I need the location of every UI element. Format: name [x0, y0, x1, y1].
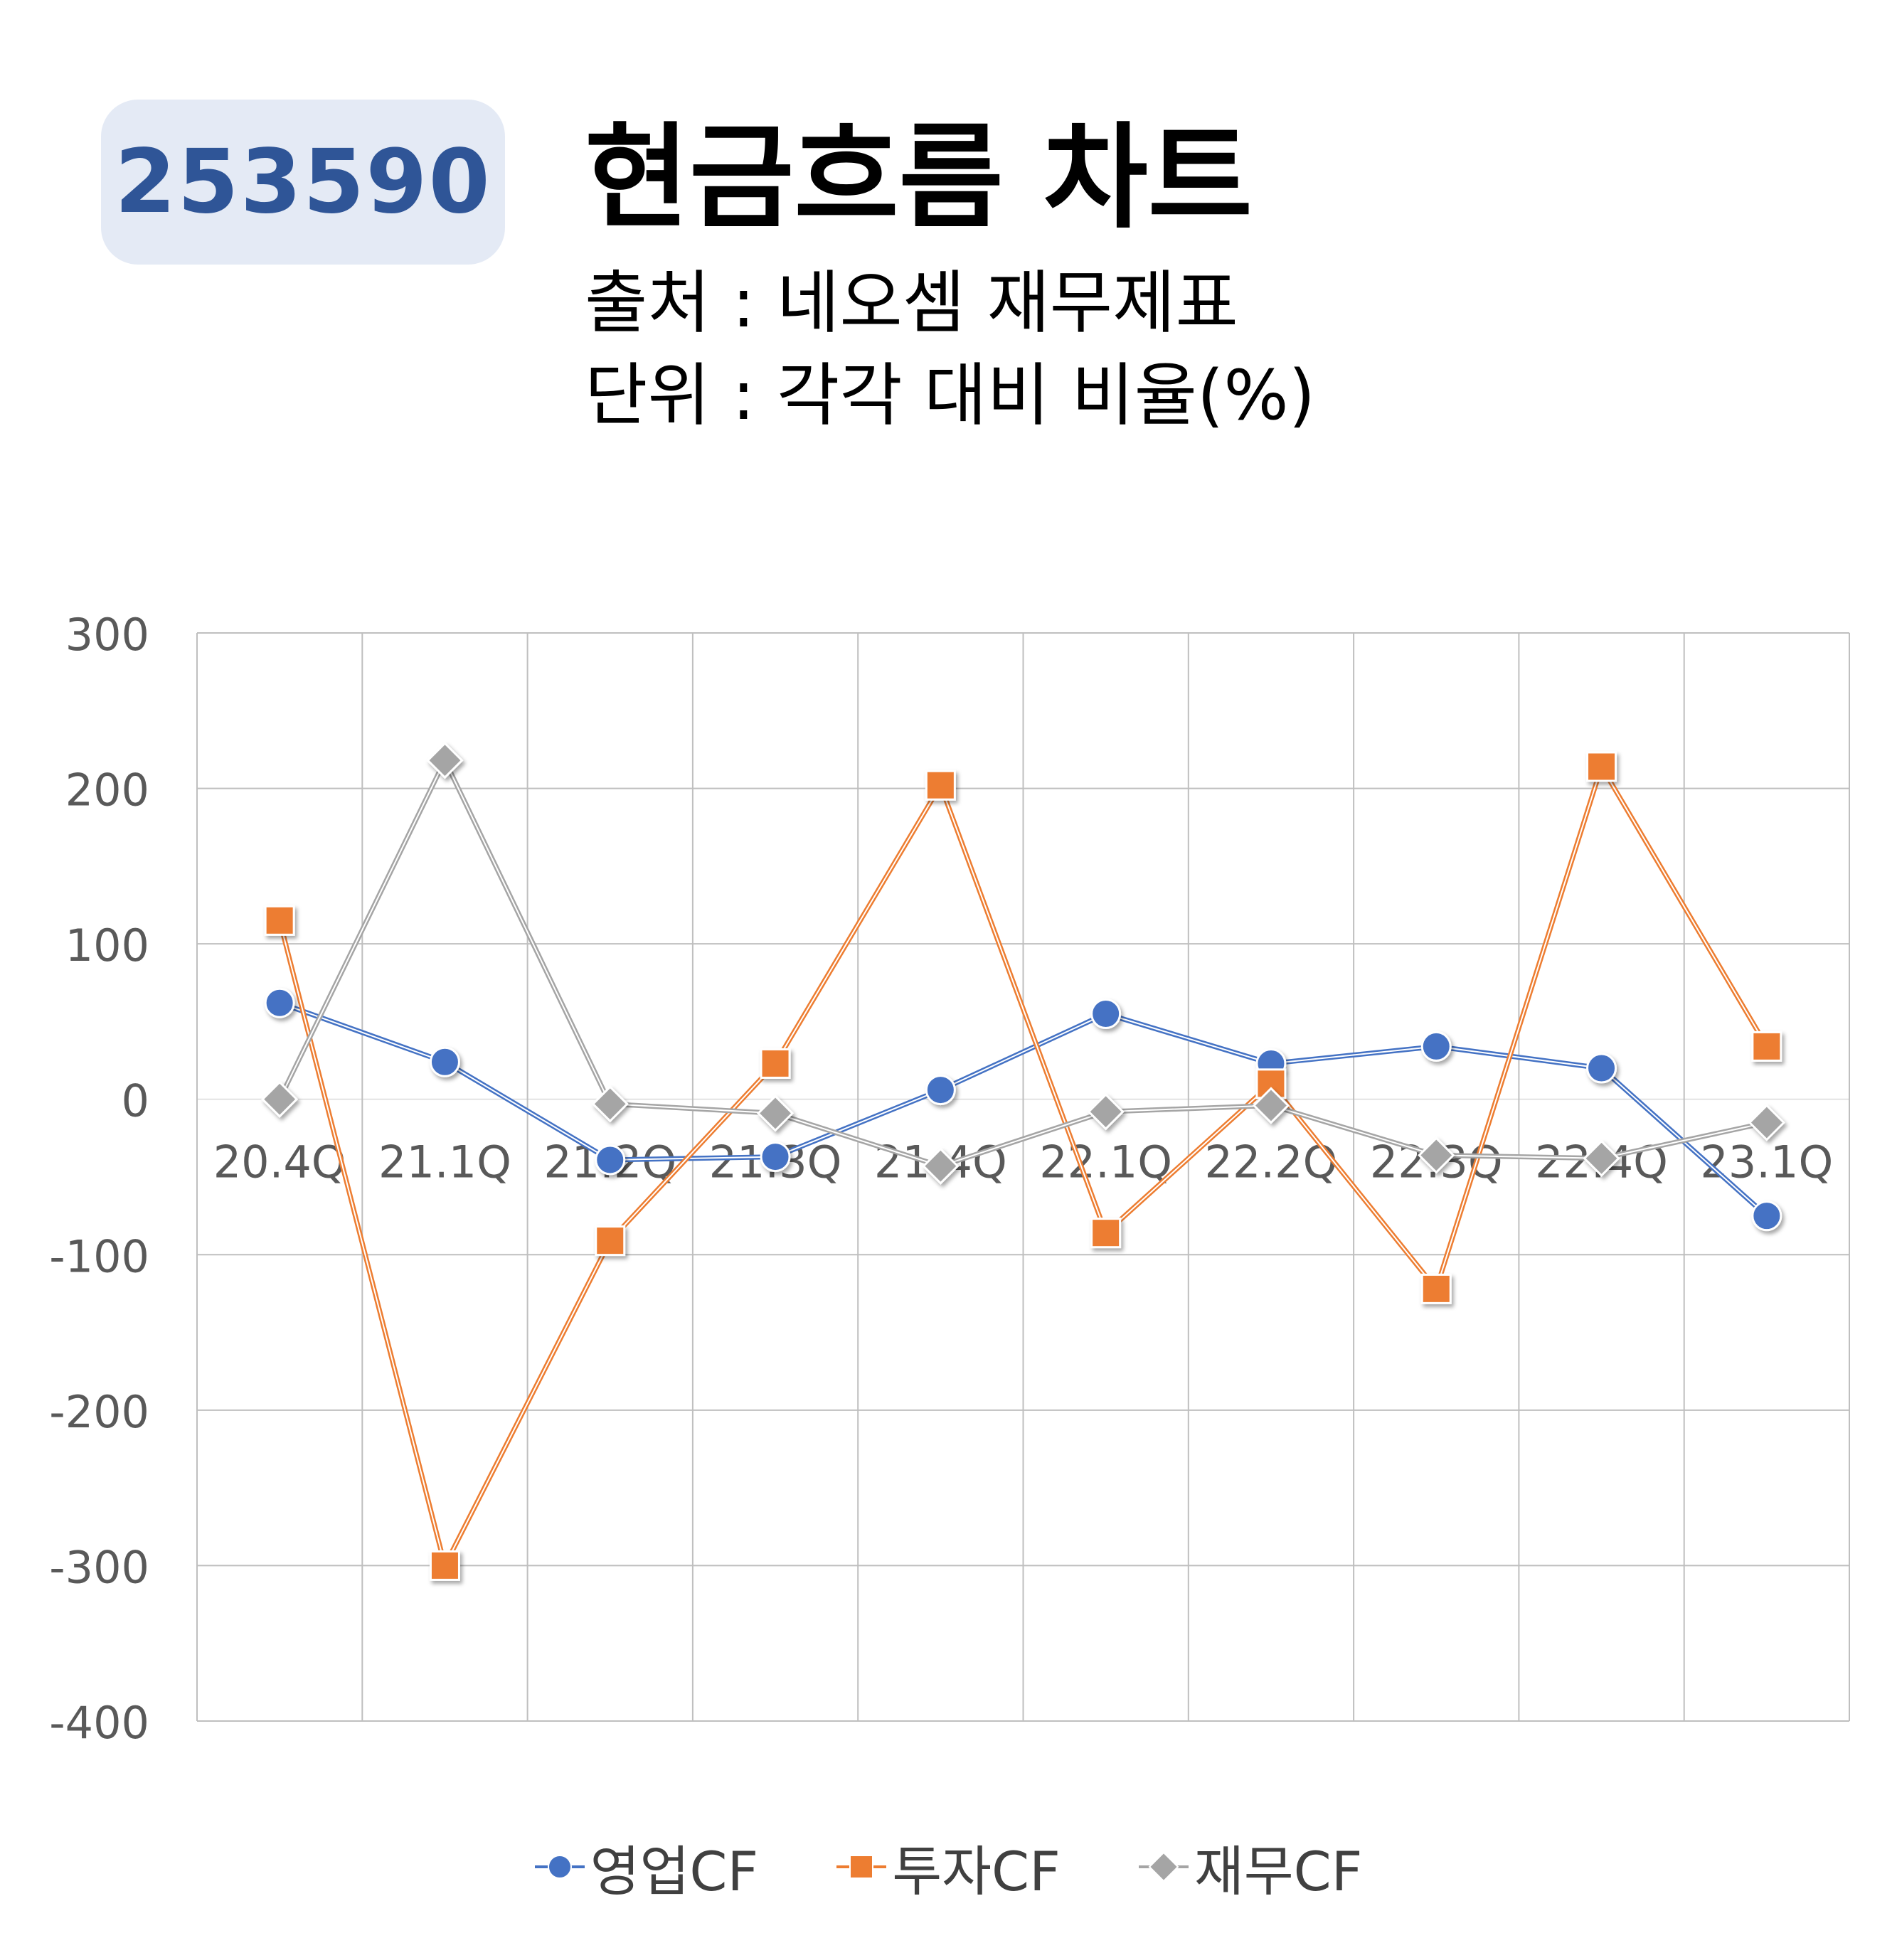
legend: 영업CF 투자CF 재무CF — [0, 1828, 1897, 1906]
data-point — [1252, 1087, 1290, 1124]
data-point — [925, 769, 956, 801]
y-tick-label: 300 — [65, 609, 149, 661]
legend-swatch-circle-icon — [534, 1855, 585, 1879]
series-line-inner — [279, 1002, 1768, 1217]
grid — [196, 632, 1850, 1722]
legend-item: 재무CF — [1138, 1828, 1363, 1906]
point-marker — [1420, 1273, 1452, 1304]
y-tick-label: -400 — [49, 1697, 149, 1749]
data-point — [760, 1141, 791, 1173]
legend-label: 영업CF — [590, 1840, 759, 1903]
data-point — [595, 1225, 626, 1257]
data-point — [922, 1147, 960, 1185]
y-tick-label: -100 — [49, 1230, 149, 1282]
data-point — [1418, 1136, 1455, 1174]
point-marker — [264, 905, 295, 936]
point-marker — [426, 742, 464, 779]
data-point — [1090, 1218, 1122, 1249]
point-marker — [264, 987, 295, 1018]
data-point — [264, 905, 295, 936]
y-axis-ticks: 300 200 100 0 -100 -200 -300 -400 — [49, 609, 149, 1749]
point-marker — [760, 1141, 791, 1173]
stock-code-badge: 253590 — [101, 100, 505, 265]
point-marker — [1252, 1087, 1290, 1124]
legend-item: 투자CF — [836, 1828, 1061, 1906]
data-point — [1586, 1053, 1617, 1084]
page-title: 현금흐름 차트 — [585, 111, 1253, 244]
series-2 — [277, 764, 1769, 1568]
data-point — [1583, 1139, 1620, 1177]
point-marker — [261, 1080, 299, 1118]
x-tick-label: 22.1Q — [1039, 1136, 1172, 1188]
series-3 — [277, 757, 1768, 1169]
point-marker — [1090, 998, 1122, 1029]
point-marker — [1090, 1218, 1122, 1249]
point-marker — [1583, 1139, 1620, 1177]
point-marker — [1751, 1030, 1782, 1062]
data-point — [264, 987, 295, 1018]
x-tick-label: 21.1Q — [378, 1136, 511, 1188]
y-tick-label: -300 — [49, 1541, 149, 1593]
point-marker — [922, 1147, 960, 1185]
data-point — [591, 1085, 629, 1123]
data-point — [1748, 1104, 1785, 1141]
point-marker — [429, 1046, 460, 1077]
data-point — [429, 1550, 460, 1581]
legend-swatch-square-icon — [836, 1855, 887, 1879]
data-point — [925, 1075, 956, 1106]
point-marker — [925, 1075, 956, 1106]
legend-item: 영업CF — [534, 1828, 759, 1906]
data-point — [429, 1046, 460, 1077]
data-point — [261, 1080, 299, 1118]
y-tick-label: 100 — [65, 920, 149, 971]
data-point — [1586, 751, 1617, 782]
point-marker — [591, 1085, 629, 1123]
y-tick-label: -200 — [49, 1386, 149, 1438]
data-point — [1751, 1200, 1782, 1232]
data-point — [1090, 998, 1122, 1029]
point-marker — [1586, 751, 1617, 782]
point-marker — [1586, 1053, 1617, 1084]
data-point — [1087, 1093, 1125, 1131]
legend-label: 투자CF — [892, 1840, 1061, 1903]
series-line-inner — [279, 765, 1768, 1567]
data-point — [760, 1048, 791, 1079]
y-tick-label: 200 — [65, 765, 149, 816]
series-1 — [278, 1000, 1769, 1218]
legend-label: 재무CF — [1194, 1840, 1363, 1903]
unit-line: 단위 : 각각 대비 비율(%) — [585, 356, 1316, 435]
point-marker — [760, 1048, 791, 1079]
data-point — [1420, 1030, 1452, 1062]
point-marker — [595, 1144, 626, 1176]
series-line-inner — [279, 760, 1768, 1167]
point-marker — [925, 769, 956, 801]
x-tick-label: 22.2Q — [1205, 1136, 1338, 1188]
point-marker — [1087, 1093, 1125, 1131]
data-point — [1751, 1030, 1782, 1062]
point-marker — [1748, 1104, 1785, 1141]
data-point — [595, 1144, 626, 1176]
legend-swatch-diamond-icon — [1138, 1851, 1189, 1882]
point-marker — [595, 1225, 626, 1257]
point-marker — [1420, 1030, 1452, 1062]
data-point — [756, 1094, 795, 1132]
point-marker — [756, 1094, 795, 1132]
data-point — [426, 742, 464, 779]
series — [261, 742, 1785, 1581]
stock-code: 253590 — [115, 131, 491, 233]
point-marker — [1418, 1136, 1455, 1174]
x-tick-label: 20.4Q — [213, 1136, 346, 1188]
y-tick-label: 0 — [122, 1075, 149, 1127]
point-marker — [1751, 1200, 1782, 1232]
source-line: 출처 : 네오셈 재무제표 — [585, 263, 1238, 343]
point-marker — [429, 1550, 460, 1581]
x-tick-label: 23.1Q — [1700, 1136, 1833, 1188]
data-point — [1420, 1273, 1452, 1304]
